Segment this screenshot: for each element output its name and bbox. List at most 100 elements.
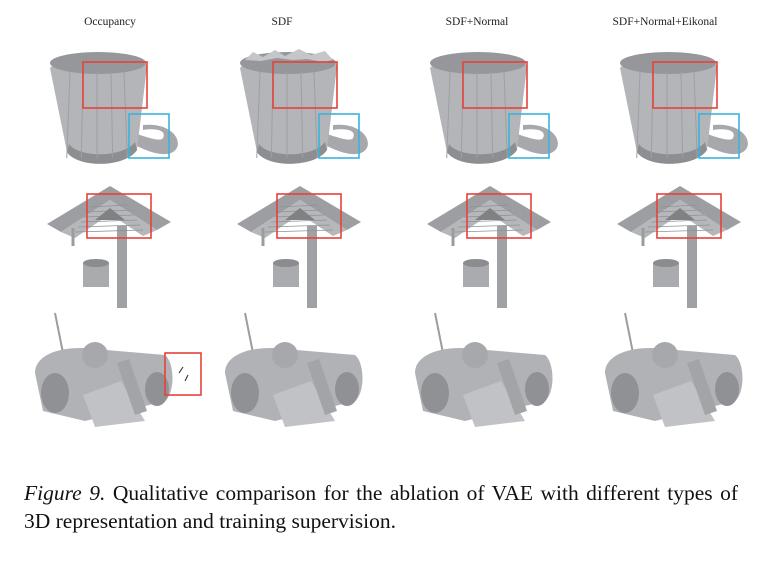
well-render bbox=[427, 186, 551, 308]
mug-render bbox=[50, 52, 178, 164]
mug-render bbox=[430, 52, 558, 164]
well-roof-slat bbox=[650, 219, 708, 223]
well-post bbox=[117, 226, 127, 308]
vehicle-render bbox=[605, 312, 743, 427]
well-post bbox=[307, 226, 317, 308]
vehicle-dome bbox=[82, 342, 108, 368]
vehicle-wheel-left bbox=[421, 373, 449, 413]
mug-rim bbox=[430, 52, 526, 74]
mug-base-shade bbox=[447, 142, 517, 164]
well-bucket-rim bbox=[83, 259, 109, 267]
column-header-occupancy: Occupancy bbox=[84, 16, 136, 28]
mug-render-cell bbox=[25, 30, 205, 170]
mug-facet-line bbox=[490, 71, 494, 159]
vehicle-antenna bbox=[434, 312, 444, 354]
well-render bbox=[47, 186, 171, 308]
well-gable bbox=[95, 208, 125, 220]
mug-rim bbox=[620, 52, 716, 74]
mug-facet-line bbox=[636, 71, 641, 159]
wishing-well-render bbox=[427, 186, 551, 308]
well-roof-frame bbox=[237, 186, 361, 232]
well-gable bbox=[285, 208, 315, 220]
mug-render bbox=[240, 49, 368, 164]
mug-facet-line bbox=[66, 71, 71, 159]
mug-base-shade bbox=[637, 142, 707, 164]
mug-facet-line bbox=[300, 71, 304, 159]
caption-text: Qualitative comparison for the ablation … bbox=[24, 481, 739, 533]
well-roof-slat bbox=[647, 224, 711, 228]
mug-base-shade bbox=[67, 142, 137, 164]
mug-handle bbox=[327, 124, 368, 155]
vehicle-antenna bbox=[624, 312, 634, 354]
wishing-well-render bbox=[47, 186, 171, 308]
well-roof-slat bbox=[659, 204, 699, 208]
highlight-box-blue bbox=[698, 113, 740, 159]
figure-caption: Figure 9. Qualitative comparison for the… bbox=[24, 479, 738, 535]
well-roof-planks bbox=[441, 200, 537, 238]
mug-rim-artifact bbox=[245, 49, 333, 62]
vehicle-wheel-left bbox=[611, 373, 639, 413]
well-bucket-rim bbox=[463, 259, 489, 267]
mug-render-cell bbox=[215, 30, 395, 170]
highlight-box-red bbox=[466, 193, 532, 239]
vehicle-dome bbox=[272, 342, 298, 368]
well-roof-frame bbox=[47, 186, 171, 232]
mug-render bbox=[240, 49, 368, 164]
vehicle-render bbox=[225, 312, 363, 427]
mug-base-shade bbox=[257, 142, 327, 164]
mug-facet-line bbox=[680, 71, 684, 159]
artifact-mark bbox=[184, 374, 189, 382]
mug-facet-line bbox=[256, 71, 261, 159]
well-roof-slat bbox=[89, 204, 129, 208]
well-roof-planks bbox=[631, 200, 727, 238]
well-roof-frame bbox=[427, 186, 551, 232]
vehicle-front-plate bbox=[463, 381, 525, 427]
wishing-well-render-cell bbox=[215, 168, 395, 308]
wishing-well-render bbox=[237, 186, 361, 308]
well-roof-slat bbox=[457, 224, 521, 228]
vehicle-wheel-right bbox=[715, 372, 739, 406]
caption-label: Figure 9. bbox=[24, 481, 106, 505]
mug-facet-line bbox=[123, 71, 128, 159]
vehicle-render bbox=[415, 312, 553, 427]
highlight-box-blue bbox=[508, 113, 550, 159]
vehicle-render-cell bbox=[405, 303, 585, 443]
vehicle-render bbox=[35, 312, 173, 427]
mug-render-cell bbox=[595, 30, 758, 170]
well-roof-planks bbox=[61, 200, 157, 238]
vehicle-strut bbox=[307, 359, 337, 415]
wishing-well-render-cell bbox=[25, 168, 205, 308]
mug-facet-line bbox=[110, 71, 114, 159]
highlight-box-red bbox=[652, 61, 718, 109]
vehicle-antenna bbox=[54, 312, 64, 354]
mug-rim bbox=[50, 52, 146, 74]
vehicle-strut bbox=[497, 359, 527, 415]
vehicle-antenna bbox=[244, 312, 254, 354]
vehicle-front-plate bbox=[273, 381, 335, 427]
vehicle-strut bbox=[687, 359, 717, 415]
highlight-box-red bbox=[276, 193, 342, 239]
well-roof-slat bbox=[267, 224, 331, 228]
well-post bbox=[687, 226, 697, 308]
mug-handle bbox=[137, 124, 178, 155]
vehicle-front-plate bbox=[653, 381, 715, 427]
figure-grid: Occupancy SDF SDF+Normal SDF+Normal+Eiko… bbox=[20, 8, 748, 448]
vehicle-render-cell bbox=[25, 303, 205, 443]
vehicle-wheel-right bbox=[145, 372, 169, 406]
column-header-sdf-normal: SDF+Normal bbox=[445, 16, 509, 28]
highlight-box-red bbox=[164, 352, 202, 396]
vehicle-dome bbox=[652, 342, 678, 368]
mug-handle bbox=[517, 124, 558, 155]
vehicle-wheel-right bbox=[525, 372, 549, 406]
vehicle-dome bbox=[462, 342, 488, 368]
well-roof-slat bbox=[80, 219, 138, 223]
highlight-box-red bbox=[272, 61, 338, 109]
well-roof-slat bbox=[279, 204, 319, 208]
well-post bbox=[497, 226, 507, 308]
well-roof-slat bbox=[469, 204, 509, 208]
vehicle-wheel-right bbox=[335, 372, 359, 406]
well-render bbox=[237, 186, 361, 308]
highlight-box-red bbox=[82, 61, 148, 109]
highlight-box-blue bbox=[128, 113, 170, 159]
vehicle-render-cell bbox=[215, 303, 395, 443]
